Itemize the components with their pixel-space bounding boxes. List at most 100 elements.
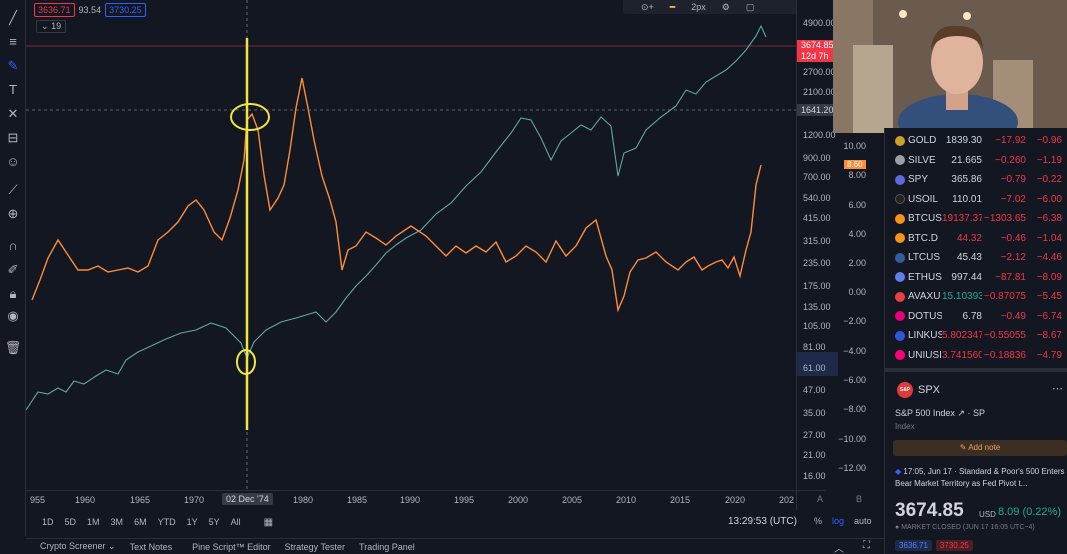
price-tick: 1200.00 (803, 130, 836, 140)
eye-icon[interactable]: ◉ (7, 308, 19, 323)
indicators-collapse-button[interactable]: ⌄ 19 (36, 20, 67, 33)
legend-price-2[interactable]: 3730.25 (105, 3, 146, 17)
indicator-tick: −6.00 (843, 375, 866, 385)
lock-drawings-pen-icon[interactable]: ✐ (7, 262, 19, 277)
time-axis[interactable]: 955 1960 1965 1970 02 Dec '74 1980 1985 … (26, 490, 826, 508)
add-icon[interactable]: ⊙+ (641, 1, 654, 12)
watchlist-row[interactable]: LINKUS 5.802347 −0.55055 −8.67 (885, 326, 1067, 346)
percent-scale-toggle[interactable]: % (814, 516, 823, 526)
magnet-icon[interactable]: ∩ (8, 238, 18, 253)
price-tick: 415.00 (803, 213, 831, 223)
axis-icon-a[interactable]: A (817, 494, 824, 504)
watchlist-row[interactable]: BTC.D 44.32 −0.46 −1.04 (885, 229, 1067, 249)
time-tick: 2015 (670, 495, 691, 505)
range-1y-button[interactable]: 1Y (186, 517, 198, 527)
watchlist-row[interactable]: LTCUS 45.43 −2.12 −4.46 (885, 248, 1067, 268)
text-tool-icon[interactable]: T (9, 82, 17, 97)
prediction-tool-icon[interactable]: ⊟ (7, 130, 19, 145)
watchlist-row[interactable]: SILVE 21.665 −0.260 −1.19 (885, 151, 1067, 171)
range-ytd-button[interactable]: YTD (157, 517, 176, 527)
legend-price-1[interactable]: 3636.71 (34, 3, 75, 17)
detail-symbol[interactable]: SPX (918, 384, 941, 396)
time-tick: 1965 (130, 495, 151, 505)
oil-drop-icon (895, 194, 905, 205)
tab-strategy-tester[interactable]: Strategy Tester (284, 541, 346, 552)
horizontal-lines-tool-icon[interactable]: ≡ (9, 34, 17, 49)
range-1m-button[interactable]: 1M (87, 517, 100, 527)
row-change: −87.81 (995, 271, 1026, 283)
chevron-down-icon: ⌄ (108, 541, 116, 551)
bitcoin-icon (895, 213, 905, 224)
tab-trading-panel[interactable]: Trading Panel (359, 541, 415, 552)
axis-icon-b[interactable]: B (856, 494, 863, 504)
brush-tool-icon[interactable]: ✎ (7, 58, 19, 73)
current-price-badge: 3674.85 12d 7h (797, 40, 837, 62)
watchlist-row[interactable]: USOIL 110.01 −7.02 −6.00 (885, 190, 1067, 210)
external-link-icon[interactable]: ↗ (957, 408, 965, 418)
row-last: 15.10393 (942, 291, 982, 303)
watchlist-row[interactable]: GOLD 1839.30 −17.92 −0.96 (885, 131, 1067, 151)
chart-plot[interactable] (26, 0, 796, 490)
line-color-icon[interactable]: ━ (669, 1, 676, 12)
row-last: 3.741560 (942, 349, 982, 361)
gold-symbol-icon (895, 135, 905, 146)
chevron-up-icon[interactable]: ︿ (834, 544, 844, 554)
row-last: 6.78 (962, 310, 982, 322)
log-scale-toggle[interactable]: log (832, 516, 845, 526)
range-5d-button[interactable]: 5D (64, 517, 77, 527)
time-range-bar: 1D 5D 1M 3M 6M YTD 1Y 5Y All ▦ 13:29:53 … (26, 510, 884, 534)
watchlist-row[interactable]: AVAXU 15.10393 −0.87075 −5.45 (885, 287, 1067, 307)
price-axis[interactable]: 4900.00 3674.85 12d 7h 2700.00 2100.00 1… (796, 0, 839, 510)
watchlist-row[interactable]: UNIUSI 3.741560 −0.18836 −4.79 (885, 346, 1067, 366)
time-tick: 1995 (454, 495, 475, 505)
tab-pine-editor[interactable]: Pine Script™ Editor (192, 541, 271, 552)
range-all-button[interactable]: All (230, 517, 241, 527)
row-percent: −5.45 (1036, 291, 1062, 303)
chainlink-icon (895, 330, 905, 341)
row-symbol: USOIL (908, 193, 939, 205)
maximize-icon[interactable]: ⛶ (863, 540, 870, 551)
settings-gear-icon[interactable]: ⚙ (721, 1, 730, 12)
indicator-axis[interactable]: 10.00 8.60 8.00 6.00 4.00 2.00 0.00 −2.0… (838, 130, 884, 510)
range-3m-button[interactable]: 3M (110, 517, 124, 527)
litecoin-icon (895, 252, 905, 263)
calendar-icon[interactable]: ▦ (263, 516, 274, 528)
yellow-circle-bottom (236, 349, 256, 375)
lock-icon[interactable]: 🔒︎ (9, 286, 17, 301)
time-tick: 1980 (293, 495, 314, 505)
chart-canvas[interactable] (26, 0, 796, 490)
tab-text-notes[interactable]: Text Notes (129, 541, 173, 552)
range-6m-button[interactable]: 6M (134, 517, 147, 527)
row-symbol: LTCUS (908, 252, 941, 264)
row-symbol: LINKUS (908, 330, 942, 342)
utc-clock[interactable]: 13:29:53 (UTC) (728, 516, 797, 527)
time-tick: 955 (30, 495, 46, 505)
row-change: −0.55055 (984, 330, 1026, 342)
price-tick: 235.00 (803, 258, 831, 268)
auto-scale-toggle[interactable]: auto (854, 516, 872, 526)
tab-crypto-screener[interactable]: Crypto Screener ⌄ (40, 541, 116, 552)
line-width-value[interactable]: 2px (691, 2, 706, 12)
range-1d-button[interactable]: 1D (42, 517, 54, 527)
trend-line-tool-icon[interactable]: ╱ (9, 10, 17, 25)
ask-badge: 3730.25 (935, 540, 973, 551)
emoji-tool-icon[interactable]: ☺ (6, 154, 20, 169)
row-percent: −4.79 (1036, 349, 1062, 361)
watchlist-row[interactable]: SPY 365.86 −0.79 −0.22 (885, 170, 1067, 190)
ruler-tool-icon[interactable]: ⟋ (8, 182, 18, 197)
watchlist-row[interactable]: ETHUS 997.44 −87.81 −8.09 (885, 268, 1067, 288)
trash-icon[interactable]: 🗑︎ (4, 340, 22, 355)
watchlist-row[interactable]: DOTUS 6.78 −0.49 −6.74 (885, 307, 1067, 327)
news-headline[interactable]: ◆ 17:05, Jun 17 · Standard & Poor's 500 … (895, 466, 1065, 490)
detail-type: Index (895, 422, 915, 431)
webcam-image (833, 0, 1067, 133)
more-options-icon[interactable]: ⋯ (1052, 383, 1063, 395)
pattern-tool-icon[interactable]: ✕ (7, 106, 19, 121)
watchlist-row[interactable]: BTCUS 19137.37 −1303.65 −6.38 (885, 209, 1067, 229)
low-price-label: 61.00 (797, 352, 839, 376)
range-5y-button[interactable]: 5Y (208, 517, 220, 527)
trash-small-icon[interactable]: ▢ (745, 1, 755, 12)
add-note-button[interactable]: ✎ Add note (893, 440, 1067, 456)
time-tick: 2005 (562, 495, 583, 505)
zoom-in-icon[interactable]: ⊕ (7, 206, 19, 221)
